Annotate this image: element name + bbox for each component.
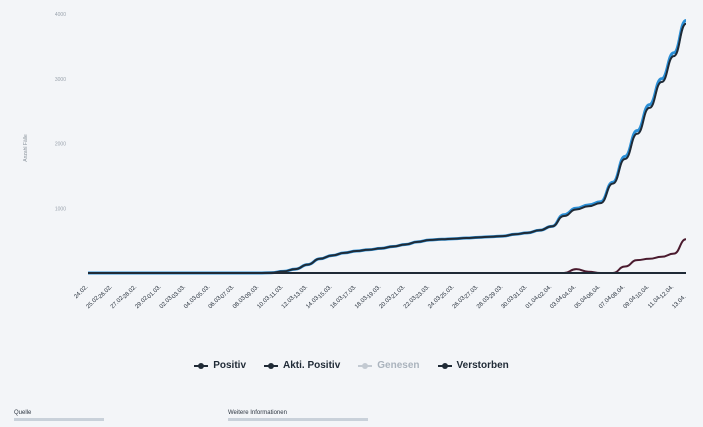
legend-label: Genesen xyxy=(377,360,420,371)
legend: Positiv Akti. Positiv Genesen Verstorben xyxy=(0,360,703,371)
legend-item-verstorben[interactable]: Verstorben xyxy=(437,360,509,371)
more-info-label: Weitere Informationen xyxy=(228,410,287,416)
y-tick-label: 4000 xyxy=(55,12,66,18)
footer: Quelle Weitere Informationen xyxy=(0,408,703,427)
legend-label: Verstorben xyxy=(456,360,509,371)
legend-item-positiv[interactable]: Positiv xyxy=(194,360,246,371)
source-link[interactable] xyxy=(14,418,104,421)
y-tick-label: 1000 xyxy=(55,206,66,212)
legend-marker-icon xyxy=(358,362,373,369)
legend-label: Positiv xyxy=(213,360,247,371)
y-axis-label: Anzahl Fälle xyxy=(23,134,29,162)
y-tick-label: 2000 xyxy=(55,142,66,148)
legend-marker-icon xyxy=(437,362,452,369)
more-info-link[interactable] xyxy=(228,418,368,421)
y-axis-ticks: 1000 2000 3000 4000 xyxy=(55,12,66,212)
legend-marker-icon xyxy=(264,362,279,369)
y-tick-label: 3000 xyxy=(55,77,66,83)
source-label: Quelle xyxy=(14,410,32,416)
legend-item-akti-positiv[interactable]: Akti. Positiv xyxy=(264,360,340,371)
legend-item-genesen[interactable]: Genesen xyxy=(358,360,420,371)
legend-label: Akti. Positiv xyxy=(283,360,341,371)
legend-marker-icon xyxy=(194,362,209,369)
